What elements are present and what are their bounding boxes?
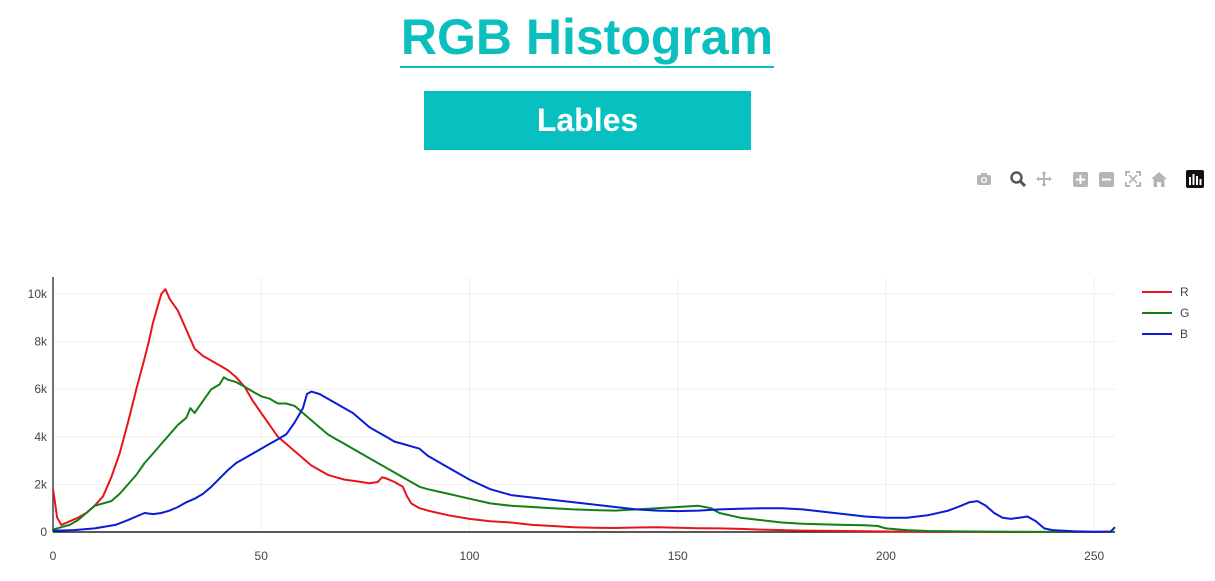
page-title: RGB Histogram — [399, 8, 775, 68]
camera-icon[interactable] — [973, 168, 995, 190]
pan-icon[interactable] — [1033, 168, 1055, 190]
series-line-b — [52, 390, 1116, 533]
x-tick-label: 100 — [459, 549, 479, 563]
legend-item-r[interactable]: R — [1142, 285, 1189, 299]
y-tick-label: 4k — [34, 430, 48, 444]
legend-item-b[interactable]: B — [1142, 327, 1188, 341]
chart-axes — [52, 277, 1115, 533]
y-tick-label: 0 — [40, 525, 47, 539]
chart-series-lines — [52, 288, 1116, 533]
plotly-logo-icon[interactable] — [1184, 168, 1206, 190]
zoom-icon[interactable] — [1007, 168, 1029, 190]
legend-label: R — [1180, 285, 1189, 299]
page-title-container: RGB Histogram — [0, 8, 1174, 68]
y-tick-label: 10k — [28, 287, 48, 301]
x-tick-label: 250 — [1084, 549, 1104, 563]
y-tick-label: 8k — [34, 335, 48, 349]
chart-legend[interactable]: RGB — [1142, 285, 1189, 341]
x-tick-label: 200 — [876, 549, 896, 563]
labels-button[interactable]: Lables — [424, 91, 751, 150]
y-tick-label: 2k — [34, 477, 48, 491]
legend-label: G — [1180, 306, 1189, 320]
legend-label: B — [1180, 327, 1188, 341]
series-line-g — [52, 376, 1115, 533]
x-tick-label: 0 — [50, 549, 57, 563]
x-tick-label: 150 — [668, 549, 688, 563]
y-tick-label: 6k — [34, 382, 48, 396]
home-icon[interactable] — [1148, 168, 1170, 190]
chart-tick-labels: 0 50 100 150 200 250 0 2k 4k 6k 8k 10k — [28, 287, 1105, 563]
series-line-r — [52, 288, 1115, 533]
zoom-in-icon[interactable] — [1069, 168, 1091, 190]
legend-item-g[interactable]: G — [1142, 306, 1189, 320]
zoom-out-icon[interactable] — [1095, 168, 1117, 190]
chart-modebar — [970, 168, 1210, 190]
x-tick-label: 50 — [255, 549, 269, 563]
autoscale-icon[interactable] — [1122, 168, 1144, 190]
chart-grid — [53, 277, 1115, 532]
